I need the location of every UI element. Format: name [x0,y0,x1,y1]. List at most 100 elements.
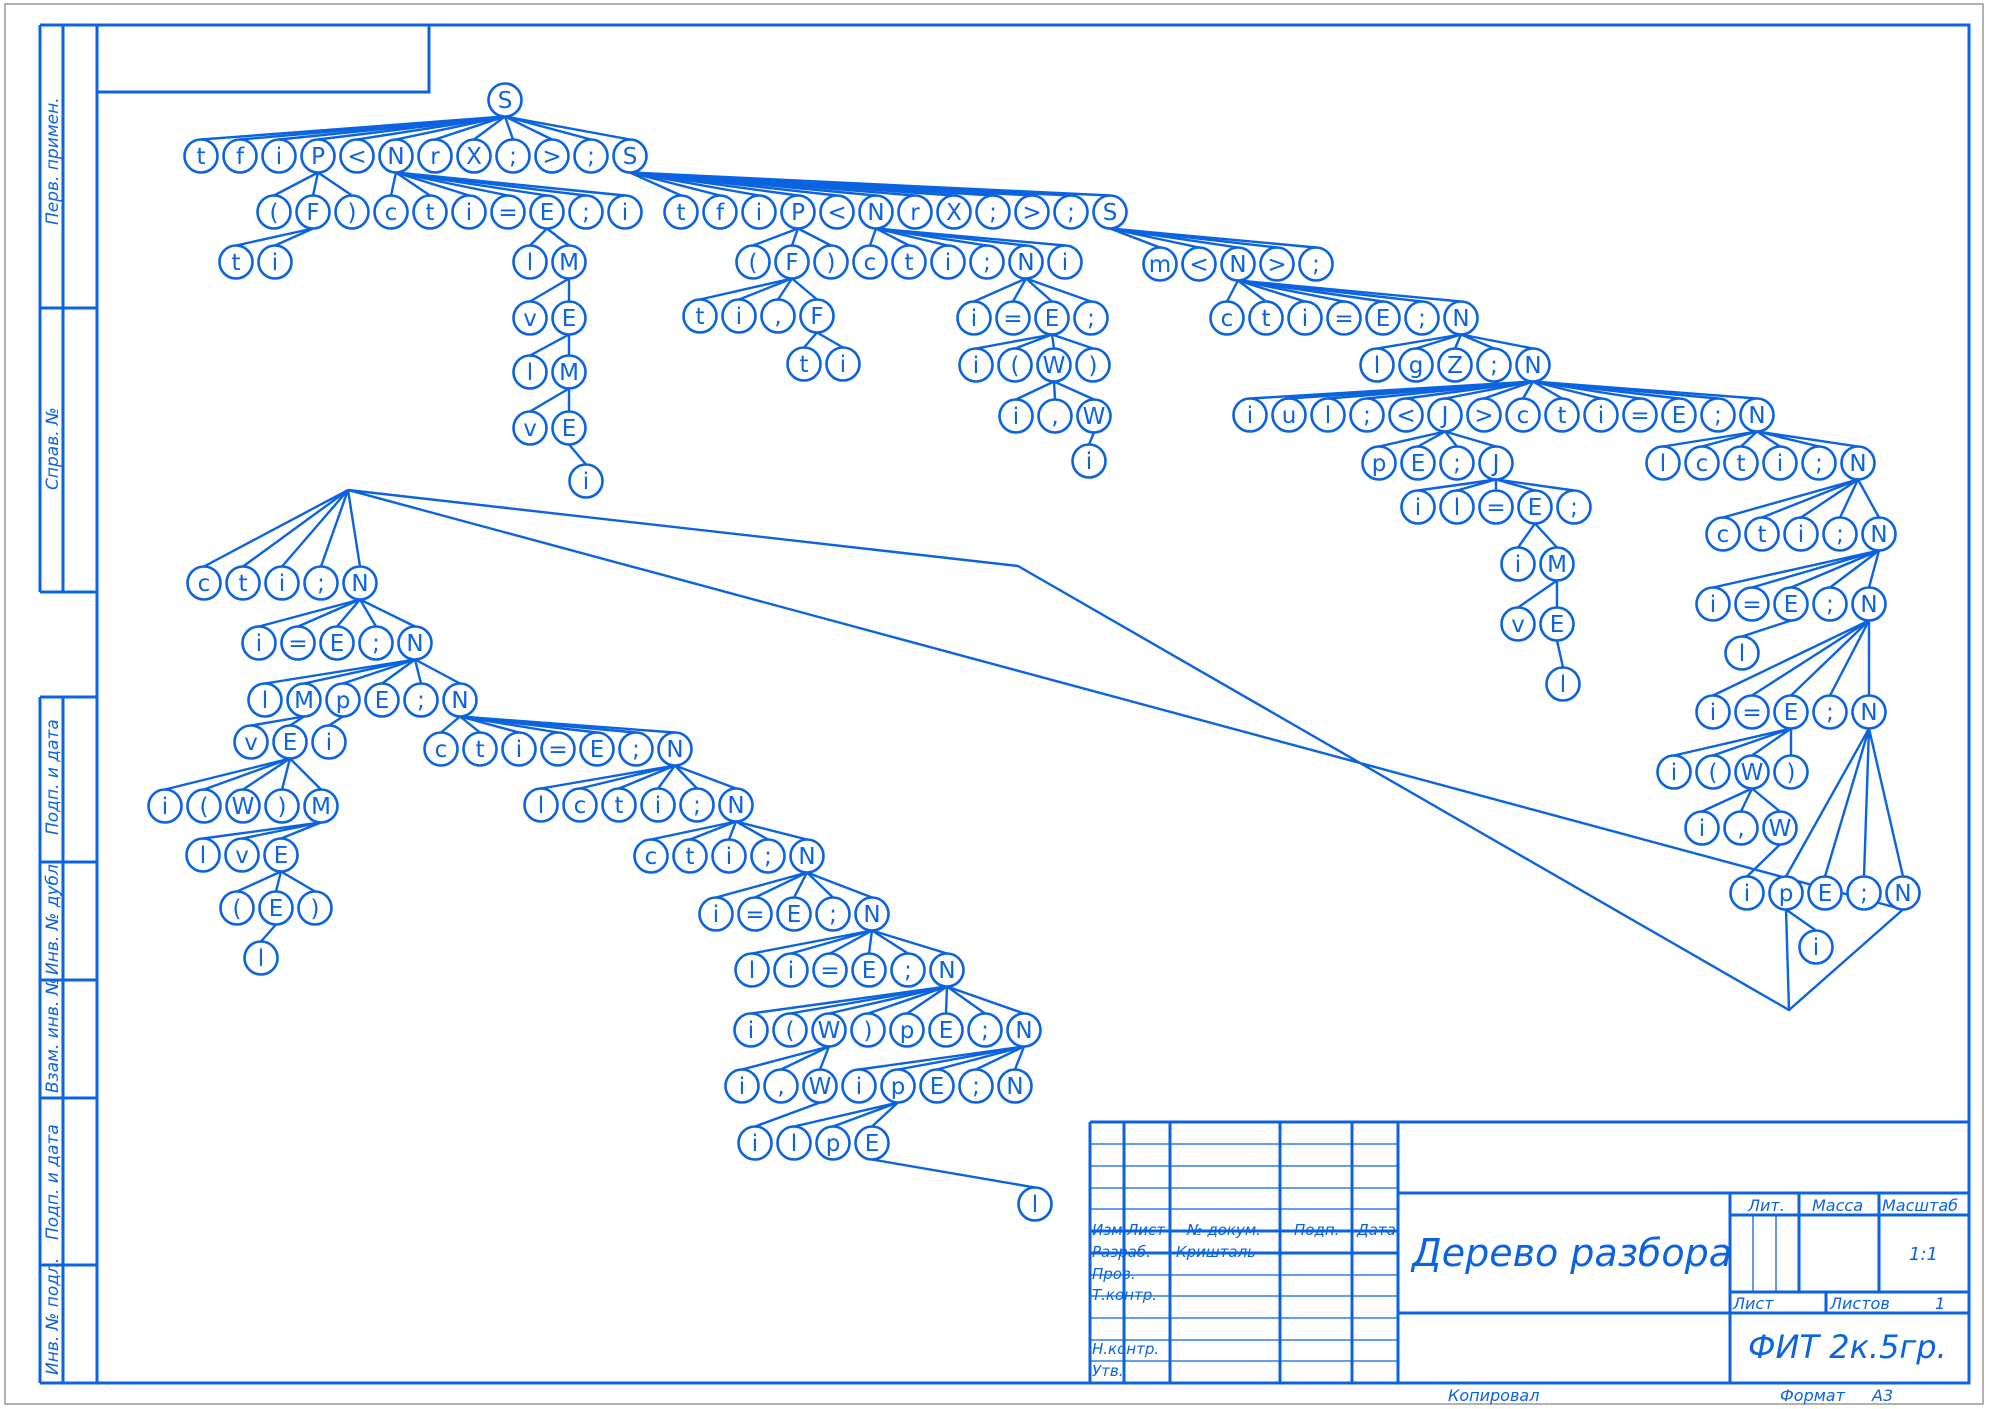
drawing-frame [95,23,1971,1385]
tree-edge [735,820,769,841]
tree-node-label: ( [200,794,209,820]
inv-no-dubl-label: Инв. № дубл. [43,859,63,975]
tree-node-label: ; [1714,403,1722,429]
tree-node: E [851,952,887,988]
tree-edge [1867,728,1905,877]
tree-node-label: S [498,88,513,114]
tree-node-label: > [1022,200,1041,226]
tree-node: N [1885,875,1921,911]
tree-edge [790,228,800,246]
tree-edge [459,715,676,734]
tree-edge [816,331,844,349]
tree-node: = [995,300,1031,336]
tree-node-label: < [827,200,846,226]
col-no-dokum-label: № докум. [1186,1221,1261,1239]
tree-node: ; [303,565,339,601]
tree-node-label: i [756,200,762,226]
tree-node-label: ( [749,250,758,276]
tree-edge [459,715,481,734]
tree-edge [395,171,431,197]
tree-node: c [423,731,459,767]
tree-edge [803,331,818,349]
tree-edge [1790,549,1880,589]
tree-node-label: E [330,631,345,657]
tree-edge [1746,843,1781,878]
tree-node-label: v [235,843,249,869]
tree-edge [871,1158,1036,1189]
tree-node: E [1539,606,1575,642]
tree-node-label: i [748,1018,754,1044]
tree-node: i [1695,694,1731,730]
tree-node-label: c [1517,403,1530,429]
tree-edge [752,227,799,247]
tree-node: P [780,194,816,230]
tree-node: N [378,138,414,174]
tree-node: t [663,194,699,230]
tree-node-label: c [198,571,211,597]
tree-edge [258,598,361,628]
tree-node-label: l [791,1131,797,1157]
tree-edge [303,658,416,685]
tree-node: ; [403,682,439,718]
tree-node: i [1656,754,1692,790]
tree-node: c [186,565,222,601]
tree-node: p [880,1068,916,1104]
tree-node-label: ; [632,737,640,763]
tree-edge [1722,478,1859,519]
tree-node-label: ; [582,200,590,226]
tree-edge [381,658,416,685]
tree-edge [473,115,506,141]
tree-edge [689,820,737,841]
tree-node: Z [1437,347,1473,383]
tree-node-label: E [1376,306,1391,332]
tree-node: , [1723,810,1759,846]
tree-edge [1828,619,1871,697]
tree-node-label: t [904,250,913,276]
tree-node: N [1006,1012,1042,1048]
tree-node: ; [1822,516,1858,552]
tree-node-label: N [451,688,468,714]
organization: ФИТ 2к.5гр. [1748,1328,1947,1366]
tree-node: i [930,244,966,280]
tree-node-label: i [1798,522,1804,548]
tree-node: p [1768,875,1804,911]
tree-node-label: E [1784,700,1799,726]
tree-node: c [1705,516,1741,552]
tree-node: i [956,300,992,336]
tree-node-label: i [739,1074,745,1100]
tree-edge [868,228,878,246]
tree-edge [754,871,808,899]
tree-node-label: < [1189,252,1208,278]
tree-node-label: c [435,737,448,763]
tree-node: l [247,682,283,718]
tree-edge [867,985,948,1015]
tree-node: ) [1075,347,1111,383]
tree-node-label: M [311,794,331,820]
tree-node-label: l [538,793,544,819]
tree-edge [1483,380,1534,400]
tree-node-label: t [231,250,240,276]
tree-edge [751,929,873,955]
tree-node: v [512,410,548,446]
tree-node: W [1762,810,1798,846]
tree-node: l [1310,397,1346,433]
tree-node-label: t [676,200,685,226]
tree-node: W [811,1012,847,1048]
tree-node: , [1037,398,1073,434]
tree-node: ; [573,138,609,174]
tree-node: i [998,398,1034,434]
tree-edge [1405,380,1534,400]
tree-edge [1701,787,1753,813]
tree-node: i [1583,397,1619,433]
tree-edge [1415,333,1462,350]
tree-edge [1453,334,1463,349]
tree-node-label: i [1415,495,1421,521]
tree-node-label: N [1015,1018,1032,1044]
tree-node-label: W [1083,404,1106,430]
tree-node: f [702,194,738,230]
tree-edge [674,764,698,790]
tree-node: W [1076,398,1112,434]
tree-node: u [1271,397,1307,433]
tree-edge [1555,640,1565,668]
